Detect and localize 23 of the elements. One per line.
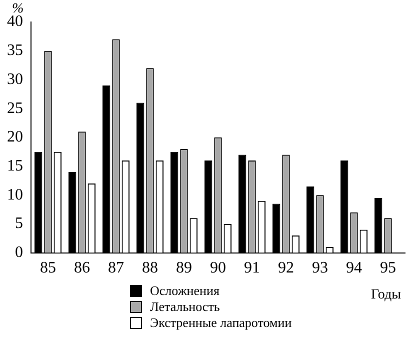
x-tick-label: 93 [312, 260, 328, 277]
y-tick-label: 35 [7, 42, 23, 60]
y-tick-label: 0 [15, 244, 23, 262]
y-tick-label: 15 [7, 157, 23, 174]
x-tick-label: 90 [210, 260, 226, 277]
legend-label: Летальность [150, 299, 220, 315]
x-tick-label: 85 [40, 260, 56, 277]
y-tick-label: 20 [7, 128, 23, 146]
x-tick-label: 94 [346, 260, 362, 277]
x-axis-title: Годы [371, 288, 402, 303]
x-tick-label: 89 [176, 260, 192, 277]
x-tick-label: 87 [108, 260, 124, 277]
x-tick-label: 86 [74, 260, 90, 277]
y-tick-label: 10 [7, 186, 23, 204]
x-tick-label: 88 [142, 260, 158, 277]
y-tick-label: 25 [7, 100, 23, 117]
x-tick-label: 92 [278, 260, 294, 277]
x-tick-label: 95 [380, 260, 396, 277]
legend-label: Экстренные лапаротомии [150, 315, 292, 331]
y-tick-label: 5 [15, 215, 23, 232]
y-tick-label: 30 [7, 70, 23, 88]
x-tick-label: 91 [244, 260, 260, 277]
legend-label: Осложнения [150, 283, 220, 299]
